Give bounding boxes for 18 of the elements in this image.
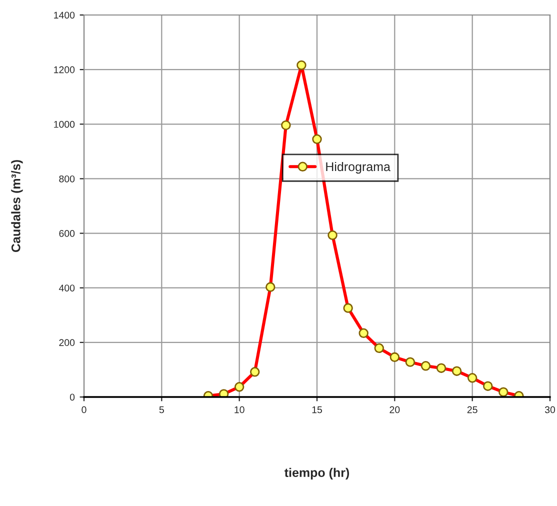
x-tick-label: 30 xyxy=(544,406,556,414)
x-tick-label: 15 xyxy=(312,406,322,414)
x-tick-label: 5 xyxy=(159,406,164,414)
x-axis-title: tiempo (hr) xyxy=(284,468,350,480)
y-tick-label: 200 xyxy=(59,339,75,346)
y-tick-label: 1200 xyxy=(54,66,75,74)
y-tick-label: 400 xyxy=(58,284,75,292)
y-tick-label: 800 xyxy=(59,175,75,182)
x-tick-label: 25 xyxy=(467,406,478,414)
legend-label: Hidrograma xyxy=(326,162,390,174)
x-tick-label: 20 xyxy=(390,406,400,414)
y-tick-label: 600 xyxy=(59,230,75,237)
y-axis-title: Caudales (m³/s) xyxy=(11,160,23,252)
y-tick-label: 0 xyxy=(70,394,75,401)
y-tick-label: 1400 xyxy=(54,12,75,19)
x-tick-label: 0 xyxy=(82,406,86,414)
x-tick-label: 10 xyxy=(234,406,244,414)
y-tick-label: 1000 xyxy=(54,120,75,128)
